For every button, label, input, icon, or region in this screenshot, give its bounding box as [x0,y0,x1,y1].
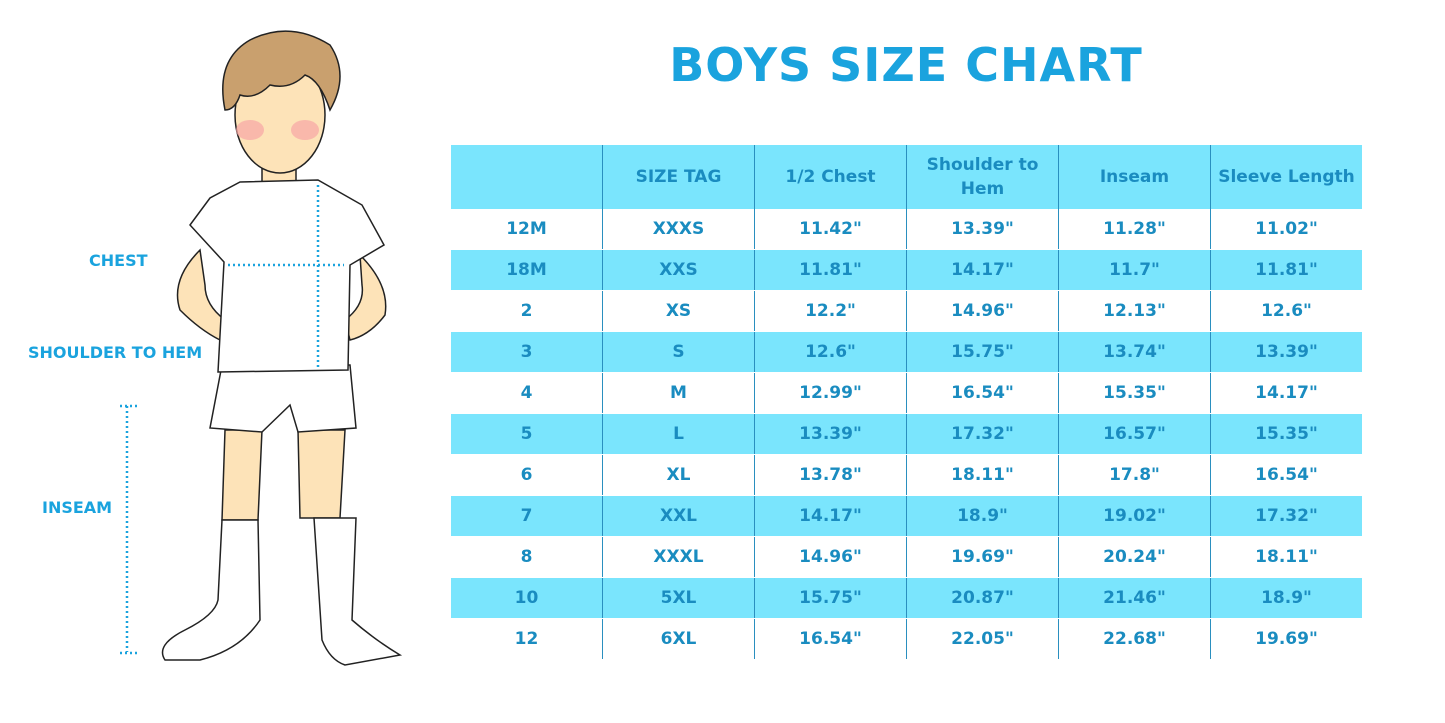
table-cell: 12.99" [754,372,907,414]
table-cell: M [602,372,755,414]
table-cell: 19.69" [1210,618,1362,660]
table-cell: 11.28" [1058,209,1211,250]
page-title: BOYS SIZE CHART [669,38,1143,92]
table-cell: 12.2" [754,290,907,332]
table-cell: 12.6" [754,331,907,373]
table-cell: 15.35" [1210,413,1362,455]
table-row: 7 XXL 14.17" 18.9" 19.02" 17.32" [451,495,1362,537]
table-cell: 15.35" [1058,372,1211,414]
chest-label: CHEST [89,251,148,270]
table-cell: XL [602,454,755,496]
table-cell: 20.87" [906,577,1059,619]
table-cell: 8 [451,536,603,578]
table-cell: XS [602,290,755,332]
shoulder-to-hem-label: SHOULDER TO HEM [28,343,203,362]
table-cell: 12.6" [1210,290,1362,332]
table-cell: 22.05" [906,618,1059,660]
table-cell: 16.54" [906,372,1059,414]
table-cell: 12 [451,618,603,660]
table-cell: 5 [451,413,603,455]
table-cell: 12.13" [1058,290,1211,332]
table-cell: 12M [451,209,603,250]
table-cell: 15.75" [754,577,907,619]
table-cell: S [602,331,755,373]
inseam-label: INSEAM [42,498,113,517]
table-cell: 18.9" [906,495,1059,537]
column-header [451,145,603,209]
table-cell: 22.68" [1058,618,1211,660]
table-cell: 14.96" [754,536,907,578]
table-cell: 13.39" [906,209,1059,250]
table-cell: 11.7" [1058,249,1211,291]
table-cell: L [602,413,755,455]
table-cell: 3 [451,331,603,373]
table-cell: 11.42" [754,209,907,250]
table-row: 5 L 13.39" 17.32" 16.57" 15.35" [451,413,1362,455]
table-cell: 2 [451,290,603,332]
table-cell: 4 [451,372,603,414]
table-cell: 17.8" [1058,454,1211,496]
column-header: Shoulder to Hem [906,145,1059,209]
table-row: 6 XL 13.78" 18.11" 17.8" 16.54" [451,454,1362,496]
table-cell: 14.17" [754,495,907,537]
table-row: 4 M 12.99" 16.54" 15.35" 14.17" [451,372,1362,414]
table-cell: 18.11" [906,454,1059,496]
table-cell: 13.39" [1210,331,1362,373]
table-cell: 19.69" [906,536,1059,578]
table-cell: 14.17" [1210,372,1362,414]
table-row: 3 S 12.6" 15.75" 13.74" 13.39" [451,331,1362,373]
table-cell: 17.32" [906,413,1059,455]
boy-illustration [120,30,403,666]
table-cell: 21.46" [1058,577,1211,619]
table-cell: 19.02" [1058,495,1211,537]
table-cell: 18.9" [1210,577,1362,619]
table-cell: 11.81" [1210,249,1362,291]
table-cell: 16.54" [754,618,907,660]
table-cell: 15.75" [906,331,1059,373]
table-row: 8 XXXL 14.96" 19.69" 20.24" 18.11" [451,536,1362,578]
table-cell: 10 [451,577,603,619]
table-cell: 16.54" [1210,454,1362,496]
table-cell: 14.17" [906,249,1059,291]
table-cell: 14.96" [906,290,1059,332]
table-cell: 6 [451,454,603,496]
column-header: SIZE TAG [602,145,755,209]
table-cell: 13.78" [754,454,907,496]
table-row: 12 6XL 16.54" 22.05" 22.68" 19.69" [451,618,1362,660]
table-cell: XXXL [602,536,755,578]
table-cell: 11.81" [754,249,907,291]
table-row: 12M XXXS 11.42" 13.39" 11.28" 11.02" [451,209,1362,250]
table-cell: XXL [602,495,755,537]
table-cell: 16.57" [1058,413,1211,455]
size-chart-table: SIZE TAG 1/2 Chest Shoulder to Hem Inseam Sl… [451,145,1362,660]
table-row: 2 XS 12.2" 14.96" 12.13" 12.6" [451,290,1362,332]
table-cell: 5XL [602,577,755,619]
table-cell: 11.02" [1210,209,1362,250]
table-cell: 20.24" [1058,536,1211,578]
column-header: Sleeve Length [1210,145,1362,209]
table-cell: 18M [451,249,603,291]
table-cell: 7 [451,495,603,537]
table-cell: 6XL [602,618,755,660]
table-cell: 13.74" [1058,331,1211,373]
table-row: 10 5XL 15.75" 20.87" 21.46" 18.9" [451,577,1362,619]
table-cell: 13.39" [754,413,907,455]
column-header: Inseam [1058,145,1211,209]
table-row: 18M XXS 11.81" 14.17" 11.7" 11.81" [451,249,1362,291]
table-cell: 17.32" [1210,495,1362,537]
table-cell: XXS [602,249,755,291]
column-header: 1/2 Chest [754,145,907,209]
table-cell: 18.11" [1210,536,1362,578]
table-cell: XXXS [602,209,755,250]
